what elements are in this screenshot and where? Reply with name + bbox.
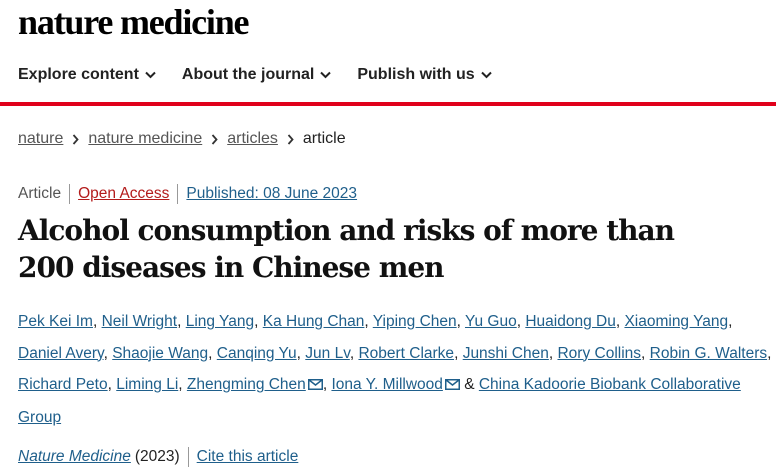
header-accent-bar <box>0 102 776 106</box>
journal-link[interactable]: Nature Medicine <box>18 448 131 465</box>
breadcrumb-link-nature[interactable]: nature <box>18 130 64 147</box>
collaborative-group-link[interactable]: China Kadoorie Biobank Collaborative Gro… <box>18 376 741 426</box>
author-link[interactable]: Liming Li <box>116 376 179 393</box>
author-list: Pek Kei Im, Neil Wright, Ling Yang, Ka H… <box>18 313 772 426</box>
author-link[interactable]: Robin G. Walters <box>649 344 768 362</box>
author-link[interactable]: Richard Peto <box>18 376 108 393</box>
author-link[interactable]: Iona Y. Millwood <box>331 376 443 393</box>
email-icon[interactable] <box>444 370 460 402</box>
article-meta: Article Open Access Published: 08 June 2… <box>18 183 357 205</box>
breadcrumb: nature nature medicine articles article <box>18 128 346 150</box>
cite-this-article-link[interactable]: Cite this article <box>196 448 299 465</box>
citation-line: Nature Medicine (2023) Cite this article <box>18 446 298 468</box>
author-link[interactable]: Pek Kei Im <box>18 313 93 330</box>
nav-about-journal[interactable]: About the journal <box>181 62 332 88</box>
author-link[interactable]: Huaidong Du <box>525 313 616 330</box>
chevron-down-icon <box>145 71 156 79</box>
published-date-link[interactable]: Published: 08 June 2023 <box>186 185 358 202</box>
author-link[interactable]: Jun Lv <box>305 344 350 362</box>
chevron-right-icon <box>287 133 294 145</box>
author-link[interactable]: Rory Collins <box>557 344 642 362</box>
breadcrumb-link-nature-medicine[interactable]: nature medicine <box>88 130 203 147</box>
author-link[interactable]: Ka Hung Chan <box>262 313 365 330</box>
chevron-right-icon <box>72 133 80 145</box>
author-link[interactable]: Zhengming Chen <box>186 376 306 393</box>
meta-divider <box>177 184 179 204</box>
chevron-down-icon <box>320 71 332 79</box>
author-ampersand: & <box>464 376 475 393</box>
publication-year: (2023) <box>134 448 180 465</box>
nav-label: About the journal <box>181 66 315 83</box>
chevron-right-icon <box>211 133 218 145</box>
author-link[interactable]: Junshi Chen <box>462 344 549 362</box>
nav-label: Publish with us <box>357 66 475 83</box>
author-link[interactable]: Canqing Yu <box>216 344 297 362</box>
author-link[interactable]: Daniel Avery <box>18 344 104 362</box>
author-link[interactable]: Shaojie Wang <box>112 344 209 362</box>
nav-label: Explore content <box>18 66 139 83</box>
breadcrumb-link-articles[interactable]: articles <box>227 130 278 147</box>
article-type: Article <box>18 185 62 202</box>
article-title: Alcohol consumption and risks of more th… <box>18 214 675 284</box>
author-link[interactable]: Yiping Chen <box>372 313 457 330</box>
author-link[interactable]: Robert Clarke <box>358 344 455 362</box>
author-link[interactable]: Yu Guo <box>464 313 517 330</box>
main-nav: Explore content About the journal Publis… <box>18 62 492 88</box>
site-logo[interactable]: nature medicine <box>18 2 250 42</box>
nav-publish-with-us[interactable]: Publish with us <box>357 62 492 88</box>
author-link[interactable]: Xiaoming Yang <box>624 313 729 330</box>
author-link[interactable]: Ling Yang <box>185 313 255 330</box>
nav-explore-content[interactable]: Explore content <box>18 62 156 88</box>
author-link[interactable]: Neil Wright <box>101 313 178 330</box>
meta-divider <box>69 184 71 204</box>
open-access-link[interactable]: Open Access <box>78 185 170 202</box>
citation-divider <box>187 447 189 467</box>
chevron-down-icon <box>480 71 492 79</box>
breadcrumb-current: article <box>302 130 346 147</box>
email-icon[interactable] <box>307 370 323 402</box>
